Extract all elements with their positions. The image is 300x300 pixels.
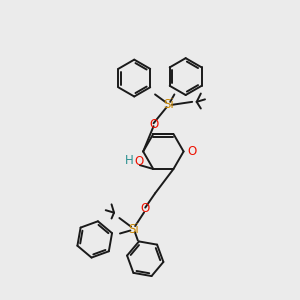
Text: O: O [149, 118, 159, 131]
Text: Si: Si [129, 223, 139, 236]
Text: Si: Si [164, 98, 174, 111]
Text: O: O [140, 202, 149, 215]
Text: O: O [187, 145, 196, 158]
Text: H: H [125, 154, 134, 166]
Text: O: O [135, 155, 144, 168]
